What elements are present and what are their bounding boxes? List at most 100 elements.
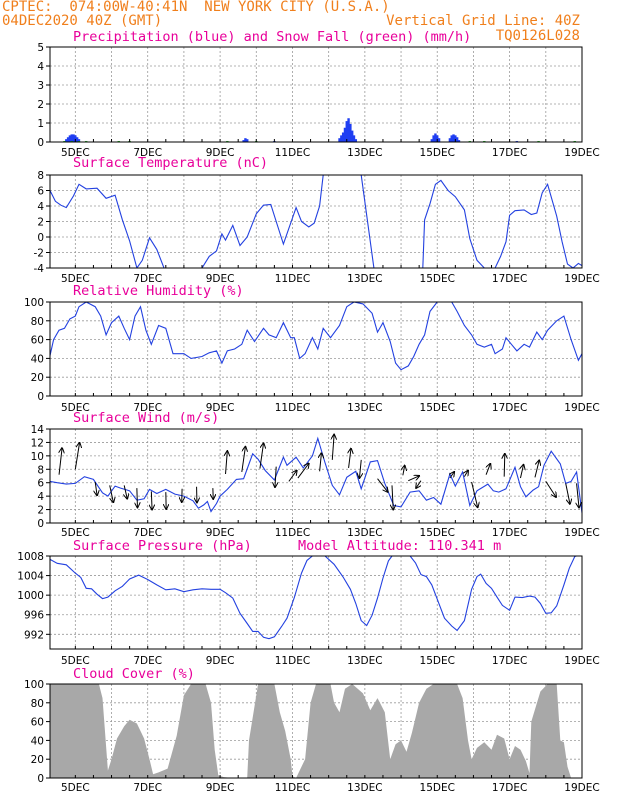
x-tick-label: 13DEC	[347, 273, 382, 285]
panel-title: Cloud Cover (%)	[73, 666, 195, 682]
precip-bar	[338, 138, 341, 142]
y-tick-label: 20	[31, 372, 44, 384]
precip-bar	[434, 133, 437, 142]
precip-bar	[350, 130, 354, 142]
y-tick-label: 992	[24, 629, 44, 641]
precip-bar	[343, 127, 347, 142]
wind-arrow	[259, 443, 264, 469]
x-tick-label: 17DEC	[492, 527, 527, 539]
x-tick-label: 13DEC	[347, 147, 382, 159]
wind-arrow	[320, 453, 322, 472]
x-tick-label: 9DEC	[206, 147, 235, 159]
precip-bar	[347, 118, 350, 142]
precip-bar	[65, 139, 68, 142]
y-tick-label: 5	[37, 42, 44, 54]
y-tick-label: 40	[31, 353, 44, 365]
x-tick-label: 11DEC	[275, 782, 310, 794]
vertical-grid-note: Vertical Grid Line: 40Z	[386, 13, 580, 29]
precip-bar	[349, 123, 352, 142]
wind-arrow	[151, 491, 152, 509]
precip-bar	[74, 135, 77, 142]
wind-arrow	[403, 466, 405, 476]
series-line	[50, 436, 582, 513]
y-tick-label: 0	[37, 232, 44, 244]
wind-arrow	[416, 480, 421, 488]
data-layer	[50, 436, 582, 513]
x-tick-label: 15DEC	[420, 147, 455, 159]
y-tick-label: 12	[31, 437, 44, 449]
x-tick-label: 9DEC	[206, 782, 235, 794]
x-tick-label: 19DEC	[564, 147, 599, 159]
wind-arrow	[359, 459, 361, 478]
precip-bar	[77, 139, 81, 142]
y-tick-label: 1000	[17, 590, 44, 602]
precip-bar	[340, 135, 343, 142]
precip-bar	[246, 139, 249, 142]
panel-title: Precipitation (blue) and Snow Fall (gree…	[73, 29, 471, 45]
y-tick-label: 8	[37, 464, 44, 476]
y-tick-label: 0	[37, 137, 44, 149]
x-tick-label: 7DEC	[133, 655, 162, 667]
precip-bar	[437, 138, 441, 142]
y-tick-label: 6	[37, 186, 44, 198]
wind-arrow	[137, 488, 138, 507]
x-tick-label: 13DEC	[347, 782, 382, 794]
wind-arrow	[74, 443, 79, 470]
panel-title: Relative Humidity (%)	[73, 283, 244, 299]
x-tick-label: 5DEC	[61, 147, 90, 159]
y-tick-label: 4	[37, 491, 44, 503]
x-tick-label: 15DEC	[420, 782, 455, 794]
panel-frame	[49, 555, 583, 650]
model-altitude-label: Model Altitude: 110.341 m	[298, 538, 501, 554]
wind-arrow	[504, 454, 505, 477]
precip-bar	[68, 135, 72, 142]
panel-frame	[49, 46, 583, 143]
precip-bar	[432, 135, 435, 142]
x-tick-label: 15DEC	[420, 527, 455, 539]
wind-arrow	[577, 483, 579, 507]
x-tick-label: 9DEC	[206, 273, 235, 285]
wind-arrow	[520, 465, 523, 479]
y-tick-label: 10	[31, 451, 44, 463]
panel-2: -4 -2 0 2 4 6 8 5DEC 7DEC 9DEC 11DEC 13DEC 15DEC 17DE…	[34, 170, 600, 285]
precip-bar	[354, 139, 358, 142]
x-tick-label: 15DEC	[420, 273, 455, 285]
wind-arrow	[565, 483, 570, 503]
x-tick-label: 5DEC	[61, 655, 90, 667]
x-tick-label: 5DEC	[61, 273, 90, 285]
wind-arrow	[109, 485, 114, 502]
y-tick-label: 6	[37, 478, 44, 490]
x-tick-label: 5DEC	[61, 402, 90, 414]
precip-bar	[72, 134, 75, 142]
y-tick-label: -2	[34, 248, 44, 260]
x-tick-label: 19DEC	[564, 782, 599, 794]
x-tick-label: 5DEC	[61, 782, 90, 794]
data-layer	[50, 556, 577, 640]
x-tick-label: 19DEC	[564, 402, 599, 414]
header-line2: 04DEC2020 40Z (GMT)	[2, 13, 163, 29]
series-line	[50, 175, 582, 268]
wind-arrow	[226, 451, 228, 475]
y-tick-label: 2	[37, 217, 44, 229]
panel-3: 0 20 40 60 80 100 5DEC 7DEC 9DEC 11DEC 13DEC 15DEC 1…	[24, 297, 600, 414]
precip-bar	[244, 138, 247, 142]
y-tick-label: 0	[37, 518, 44, 530]
x-tick-label: 15DEC	[420, 655, 455, 667]
precip-bar	[70, 134, 73, 142]
y-tick-label: 3	[37, 80, 44, 92]
wind-arrow	[464, 471, 468, 477]
wind-arrow	[95, 481, 97, 495]
series-line	[50, 302, 582, 371]
precip-bar	[242, 140, 245, 142]
x-tick-label: 9DEC	[206, 402, 235, 414]
x-tick-label: 19DEC	[564, 655, 599, 667]
y-tick-label: 4	[37, 61, 44, 73]
y-tick-label: 4	[37, 201, 44, 213]
precip-bar	[430, 139, 434, 142]
y-tick-label: 8	[37, 170, 44, 182]
y-tick-label: 0	[37, 391, 44, 403]
y-tick-label: -4	[34, 263, 45, 275]
y-tick-label: 0	[37, 773, 44, 785]
panel-frame	[49, 683, 583, 779]
x-tick-label: 19DEC	[564, 527, 599, 539]
